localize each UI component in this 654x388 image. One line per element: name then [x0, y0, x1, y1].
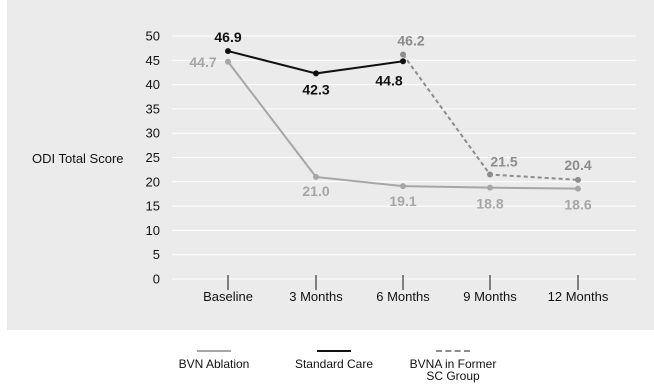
legend: BVN Ablation Standard Care BVNA in Forme… — [0, 350, 654, 388]
data-label: 21.0 — [302, 183, 329, 199]
x-tick-label: 3 Months — [289, 289, 343, 304]
y-tick-label: 0 — [153, 272, 160, 287]
x-tick-label: Baseline — [203, 289, 253, 304]
y-tick-label: 10 — [146, 223, 160, 238]
data-point-2 — [487, 171, 493, 178]
data-label: 46.9 — [214, 29, 241, 45]
data-point-1 — [225, 48, 231, 55]
data-label: 20.4 — [564, 157, 591, 173]
legend-label-bvn-ablation: BVN Ablation — [178, 357, 250, 371]
y-tick-label: 25 — [146, 150, 160, 165]
x-tick-label: 9 Months — [463, 289, 517, 304]
x-tick-label: 12 Months — [548, 289, 609, 304]
y-tick-label: 30 — [146, 126, 160, 141]
data-point-2 — [575, 176, 581, 183]
y-axis-label: ODI Total Score — [32, 151, 124, 166]
y-tick-label: 5 — [153, 247, 160, 262]
series-line-1 — [227, 50, 404, 75]
data-label: 18.8 — [476, 196, 503, 212]
legend-item-bvn-ablation: BVN Ablation — [172, 350, 256, 370]
legend-item-bvna-former-sc: BVNA in Former SC Group — [400, 350, 506, 382]
data-label: 44.8 — [375, 72, 402, 88]
series-line-0 — [227, 61, 579, 190]
data-label: 44.7 — [189, 54, 216, 70]
data-point-0 — [487, 184, 493, 191]
y-tick-label: 40 — [146, 77, 160, 92]
data-point-0 — [225, 58, 231, 65]
data-point-0 — [400, 183, 406, 190]
y-tick-label: 15 — [146, 199, 160, 214]
legend-swatch-bvna-former-sc — [436, 350, 470, 352]
data-point-1 — [400, 58, 406, 65]
legend-label-standard-care: Standard Care — [294, 357, 374, 371]
data-label: 42.3 — [302, 81, 329, 97]
line-chart: 0 5 10 15 20 25 30 35 40 45 50 ODI Total Score Basel… — [32, 29, 636, 304]
y-tick-label: 20 — [146, 174, 160, 189]
legend-swatch-bvn-ablation — [197, 350, 231, 352]
data-label: 19.1 — [389, 193, 416, 209]
data-point-0 — [313, 173, 319, 180]
data-point-1 — [313, 70, 319, 77]
data-point-2 — [400, 51, 406, 58]
y-tick-label: 45 — [146, 53, 160, 68]
legend-swatch-standard-care — [317, 350, 351, 352]
legend-label-bvna-former-sc: BVNA in Former SC Group — [409, 357, 497, 383]
y-tick-label: 50 — [146, 29, 160, 44]
data-label: 18.6 — [564, 197, 591, 213]
x-tick-label: 6 Months — [376, 289, 430, 304]
plot-panel — [7, 0, 654, 330]
data-label: 46.2 — [397, 32, 424, 48]
data-point-0 — [575, 185, 581, 192]
y-tick-label: 35 — [146, 101, 160, 116]
legend-item-standard-care: Standard Care — [286, 350, 382, 370]
data-label: 21.5 — [490, 154, 517, 170]
